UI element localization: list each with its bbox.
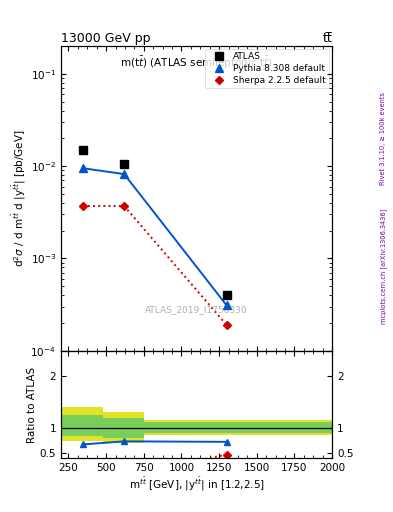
Line: Pythia 8.308 default: Pythia 8.308 default	[79, 164, 230, 309]
Text: tt̅: tt̅	[322, 32, 332, 45]
Sherpa 2.2.5 default	[224, 322, 229, 328]
Y-axis label: Ratio to ATLAS: Ratio to ATLAS	[27, 367, 37, 442]
Pythia 8.308 default	[122, 171, 127, 177]
Text: Rivet 3.1.10, ≥ 100k events: Rivet 3.1.10, ≥ 100k events	[380, 92, 386, 185]
Pythia 8.308 default	[81, 165, 85, 172]
Sherpa 2.2.5 default	[81, 203, 85, 209]
Line: Sherpa 2.2.5 default: Sherpa 2.2.5 default	[80, 203, 230, 328]
ATLAS	[122, 161, 127, 167]
Text: mcplots.cern.ch [arXiv:1306.3436]: mcplots.cern.ch [arXiv:1306.3436]	[380, 208, 387, 324]
Y-axis label: d$^2\sigma$ / d m$^{t\bar{t}}$ d |y$^{t\bar{t}}$| [pb/GeV]: d$^2\sigma$ / d m$^{t\bar{t}}$ d |y$^{t\…	[11, 130, 28, 267]
ATLAS	[81, 147, 85, 153]
X-axis label: m$^{t\bar{t}}$ [GeV], |y$^{t\bar{t}}$| in [1.2,2.5]: m$^{t\bar{t}}$ [GeV], |y$^{t\bar{t}}$| i…	[129, 476, 264, 493]
Legend: ATLAS, Pythia 8.308 default, Sherpa 2.2.5 default: ATLAS, Pythia 8.308 default, Sherpa 2.2.…	[205, 49, 329, 89]
Pythia 8.308 default	[224, 302, 229, 308]
Text: 13000 GeV pp: 13000 GeV pp	[61, 32, 151, 45]
Text: ATLAS_2019_I1750330: ATLAS_2019_I1750330	[145, 305, 248, 314]
ATLAS	[224, 292, 229, 298]
Text: m(t$\bar{t}$) (ATLAS semileptonic t$\bar{t}$): m(t$\bar{t}$) (ATLAS semileptonic t$\bar…	[120, 55, 273, 71]
Sherpa 2.2.5 default	[122, 203, 127, 209]
Line: ATLAS: ATLAS	[79, 146, 230, 299]
